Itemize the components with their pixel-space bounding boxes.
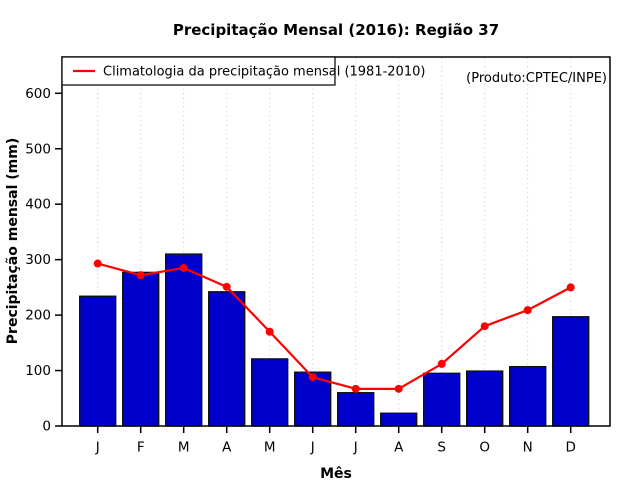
bar-m3 xyxy=(164,253,203,427)
x-tick-label: M xyxy=(178,440,190,456)
bar-m5 xyxy=(250,358,289,427)
climatology-point-m4 xyxy=(222,282,231,291)
legend: Climatologia da precipitação mensal (198… xyxy=(61,56,425,86)
climatology-point-m3 xyxy=(179,263,188,272)
x-tick-label: J xyxy=(95,440,100,456)
x-tick-label: A xyxy=(222,440,232,456)
y-axis-label: Precipitação mensal (mm) xyxy=(5,138,21,344)
bar-m4 xyxy=(207,291,246,427)
bar-m7 xyxy=(337,392,375,427)
bar-m2 xyxy=(121,271,160,427)
y-tick-label: 0 xyxy=(42,419,51,435)
climatology-point-m9 xyxy=(437,359,446,368)
plot-border xyxy=(61,56,611,427)
climatology-point-m6 xyxy=(308,373,317,382)
climatology-point-m2 xyxy=(136,271,145,280)
legend-box xyxy=(61,56,336,86)
y-tick-label: 100 xyxy=(25,363,51,379)
x-tick-label: O xyxy=(479,440,490,456)
x-tick-label: N xyxy=(523,440,533,456)
climatology-point-m1 xyxy=(93,259,102,268)
climatology-point-m12 xyxy=(566,283,575,292)
bar-m12 xyxy=(552,316,590,427)
bar-m1 xyxy=(78,295,117,427)
x-axis-label: Mês xyxy=(320,466,352,482)
climatology-line xyxy=(97,262,572,390)
bar-m11 xyxy=(509,365,547,427)
y-tick-label: 400 xyxy=(25,197,51,213)
climatology-point-m7 xyxy=(351,384,360,393)
plot-area: 0 100 200 300 400 500 600 J F M A M J J A S O N D xyxy=(25,56,611,456)
y-tick-label: 500 xyxy=(25,141,51,157)
x-tick-label: S xyxy=(437,440,446,456)
legend-label: Climatologia da precipitação mensal (198… xyxy=(103,65,425,80)
climatology-point-m10 xyxy=(480,322,489,331)
x-tick-label: F xyxy=(137,440,145,456)
x-tick-label: J xyxy=(353,440,358,456)
climatology-point-m11 xyxy=(523,306,532,315)
climatology-point-m8 xyxy=(394,384,403,393)
bar-m9 xyxy=(423,372,461,427)
bar-m8 xyxy=(380,412,418,427)
y-tick-label: 600 xyxy=(25,86,51,102)
y-tick-label: 300 xyxy=(25,252,51,268)
bar-m10 xyxy=(466,370,504,427)
y-tick-label: 200 xyxy=(25,308,51,324)
x-tick-label: A xyxy=(394,440,404,456)
producer-annotation: (Produto:CPTEC/INPE) xyxy=(466,71,607,86)
x-tick-label: M xyxy=(264,440,276,456)
x-tick-label: J xyxy=(310,440,315,456)
x-tick-label: D xyxy=(565,440,575,456)
climatology-point-m5 xyxy=(265,327,274,336)
chart-title: Precipitação Mensal (2016): Região 37 xyxy=(173,21,499,39)
